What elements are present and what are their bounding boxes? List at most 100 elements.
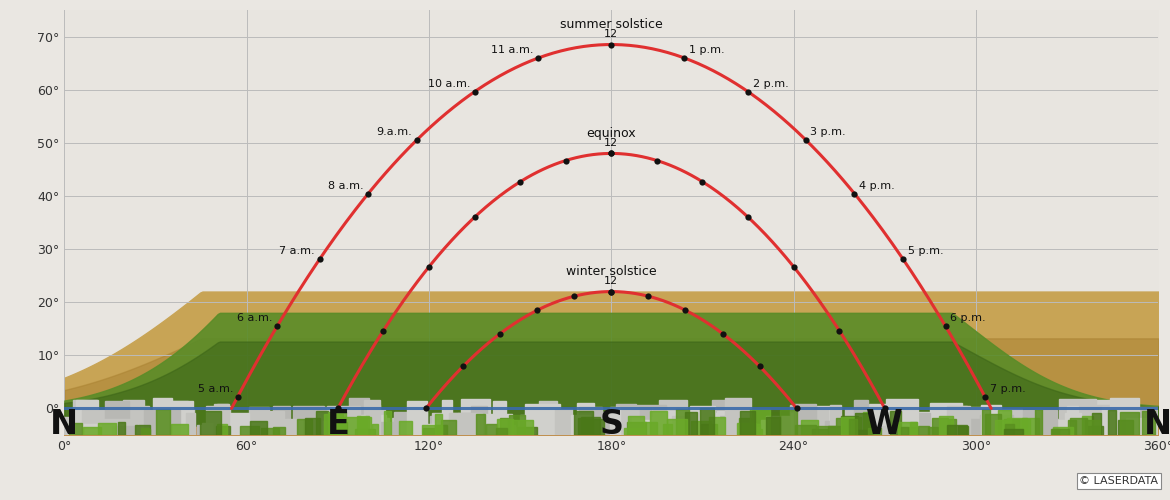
Bar	[1003, 426, 1012, 435]
Bar	[457, 414, 482, 435]
Bar	[156, 408, 170, 435]
Bar	[249, 407, 269, 435]
Bar	[698, 413, 718, 435]
Bar	[594, 412, 615, 435]
Bar	[894, 413, 930, 435]
Bar	[441, 420, 456, 435]
Bar	[651, 410, 684, 435]
Bar	[82, 410, 117, 435]
Bar	[69, 422, 82, 435]
Bar	[476, 414, 486, 435]
Bar	[274, 406, 290, 435]
Bar	[930, 404, 963, 435]
Bar	[908, 426, 917, 435]
Bar	[615, 415, 631, 435]
Bar	[889, 411, 901, 435]
Bar	[928, 426, 937, 435]
Bar	[73, 400, 97, 435]
Bar	[524, 404, 560, 435]
Bar	[340, 417, 362, 435]
Bar	[709, 417, 724, 435]
Bar	[572, 424, 594, 435]
Bar	[771, 412, 779, 435]
Bar	[1004, 429, 1023, 435]
Bar	[841, 416, 858, 435]
Bar	[725, 398, 751, 435]
Bar	[252, 410, 283, 435]
Bar	[596, 422, 614, 435]
Bar	[407, 424, 422, 435]
Bar	[67, 424, 94, 435]
Bar	[214, 404, 229, 435]
Bar	[349, 398, 370, 435]
Bar	[147, 418, 160, 435]
Bar	[662, 424, 672, 435]
Bar	[1097, 402, 1126, 435]
Bar	[1004, 418, 1019, 435]
Bar	[982, 410, 990, 435]
Bar	[214, 427, 227, 435]
Bar	[67, 426, 90, 435]
Bar	[713, 400, 739, 435]
Bar	[1053, 427, 1073, 435]
Bar	[1085, 420, 1100, 435]
Bar	[338, 422, 347, 435]
Bar	[706, 420, 737, 435]
Bar	[954, 416, 966, 435]
Bar	[634, 424, 666, 435]
Bar	[1064, 406, 1082, 435]
Bar	[651, 412, 667, 435]
Bar	[500, 425, 515, 435]
Bar	[899, 422, 917, 435]
Bar	[287, 419, 302, 435]
Bar	[962, 408, 991, 435]
Bar	[610, 407, 620, 435]
Bar	[362, 422, 395, 435]
Bar	[386, 424, 414, 435]
Bar	[1062, 402, 1079, 435]
Bar	[364, 400, 380, 435]
Bar	[980, 406, 997, 435]
Bar	[118, 422, 124, 435]
Text: 6 p.m.: 6 p.m.	[950, 314, 986, 324]
Bar	[113, 406, 149, 435]
Bar	[171, 400, 193, 435]
Bar	[1126, 418, 1157, 435]
Bar	[1024, 410, 1058, 435]
Bar	[791, 413, 814, 435]
Bar	[1104, 402, 1122, 435]
Bar	[613, 418, 645, 435]
Bar	[817, 426, 837, 435]
Bar	[1093, 400, 1111, 435]
Bar	[98, 423, 116, 435]
Bar	[940, 416, 954, 435]
Bar	[640, 406, 651, 435]
Bar	[385, 410, 391, 435]
Bar	[883, 426, 920, 435]
Bar	[839, 418, 862, 435]
Bar	[529, 421, 563, 435]
Bar	[632, 416, 666, 435]
Bar	[496, 428, 507, 435]
Bar	[218, 404, 228, 435]
Bar	[249, 422, 268, 435]
Bar	[407, 401, 427, 435]
Bar	[713, 420, 739, 435]
Bar	[993, 410, 1021, 435]
Bar	[766, 417, 780, 435]
Bar	[151, 426, 174, 435]
Bar	[273, 427, 285, 435]
Bar	[350, 426, 383, 435]
Bar	[675, 424, 707, 435]
Bar	[1089, 418, 1114, 435]
Bar	[519, 416, 537, 435]
Bar	[624, 428, 645, 435]
Bar	[821, 423, 833, 435]
Bar	[737, 422, 756, 435]
Bar	[1142, 410, 1155, 435]
Bar	[328, 412, 346, 435]
Text: W: W	[866, 408, 903, 441]
Text: 1 p.m.: 1 p.m.	[689, 45, 724, 55]
Bar	[720, 420, 731, 435]
Text: equinox: equinox	[586, 127, 636, 140]
